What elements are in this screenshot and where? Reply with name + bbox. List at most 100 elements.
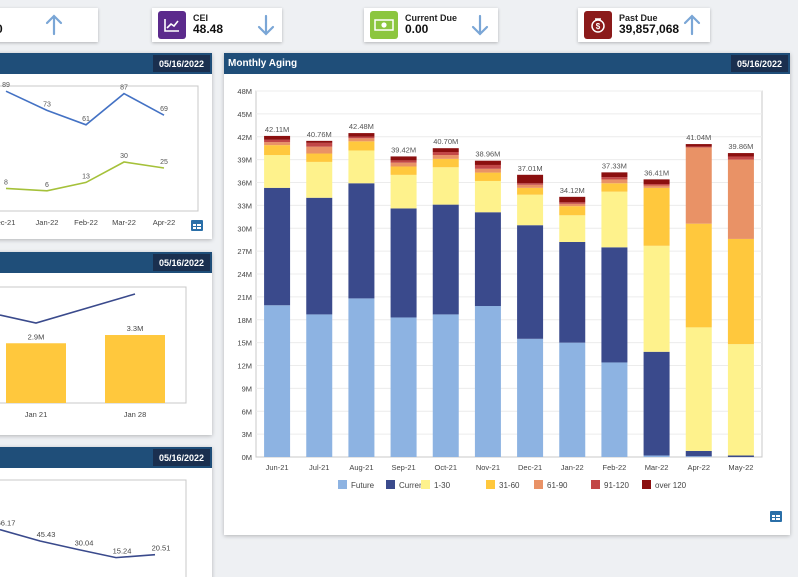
y-tick-label: 0M [242, 453, 252, 462]
kpi-card-current-due[interactable]: Current Due 0.00 [364, 8, 498, 42]
series-line [5, 161, 165, 192]
panel-header: 05/16/2022 [0, 447, 212, 468]
kpi-label: Past Due [619, 12, 658, 23]
plot-area [0, 85, 199, 212]
bar-segment [390, 317, 417, 457]
bar-segment [348, 133, 375, 137]
kpi-value: 39,857,068 [619, 22, 680, 37]
total-label: 39.42M [391, 145, 416, 154]
bar-segment [348, 141, 375, 151]
kpi-value: 48.48 [193, 22, 224, 37]
bar-segment [432, 148, 459, 152]
data-label: 89 [2, 82, 10, 89]
monthly-aging-panel: Monthly Aging 05/16/2022 0M 3M 6M 9M 12M 15M 1… [224, 53, 790, 535]
legend-swatch [642, 480, 651, 489]
bar-line-chart: 2.9M Jan 21 3.3M Jan 28 [0, 286, 187, 419]
table-view-icon[interactable] [770, 511, 782, 522]
bar-segment [348, 183, 375, 299]
bar-segment [685, 456, 712, 457]
bar-segment [432, 314, 459, 457]
total-label: 34.12M [560, 186, 585, 195]
bar-segment [601, 183, 628, 192]
kpi-card-past-due[interactable]: $ Past Due 39,857,068 [578, 8, 710, 42]
x-tick-label: Jan 28 [124, 410, 147, 419]
kpi-card-partial[interactable]: 0 [0, 8, 98, 42]
bar-segment [264, 187, 291, 306]
x-tick-label: Jan 21 [25, 410, 48, 419]
bar [6, 343, 66, 403]
bar-segment [348, 150, 375, 184]
kpi-label: Current Due [405, 12, 458, 23]
bar-segment [517, 338, 544, 457]
legend-label: over 120 [655, 481, 687, 490]
bar-segment [306, 140, 333, 143]
y-tick-label: 9M [242, 384, 252, 393]
y-tick-label: 21M [237, 293, 252, 302]
total-label: 42.48M [349, 122, 374, 131]
series-line [5, 90, 165, 126]
bar-segment [264, 145, 291, 156]
bar-segment [390, 162, 417, 167]
money-bill-icon [370, 11, 398, 39]
bar-segment [643, 455, 670, 457]
bar-segment [727, 455, 754, 457]
bar-segment [306, 142, 333, 147]
data-label: 73 [43, 101, 51, 108]
plot-area [0, 479, 187, 577]
y-tick-label: 3M [242, 430, 252, 439]
panel-title: Monthly Aging [228, 58, 298, 69]
legend-swatch [486, 480, 495, 489]
data-label: 13 [82, 173, 90, 180]
bar-segment [559, 206, 586, 216]
panel-date: 05/16/2022 [152, 55, 210, 72]
y-tick-label: 48M [237, 87, 252, 96]
bar-segment [348, 138, 375, 142]
total-label: 40.76M [307, 130, 332, 139]
bar-segment [685, 327, 712, 451]
x-tick-label: Sep-21 [391, 463, 415, 472]
bar-segment [517, 187, 544, 195]
bar-segment [306, 197, 333, 315]
left-mid-panel: 05/16/2022 2.9M Jan 21 3.3M Jan 28 [0, 252, 212, 435]
bar-segment [390, 174, 417, 209]
plot-area [0, 286, 187, 404]
y-tick-label: 42M [237, 133, 252, 142]
y-tick-label: 27M [237, 247, 252, 256]
bar-segment [264, 142, 291, 146]
bar-segment [559, 215, 586, 242]
bar-segment [601, 247, 628, 363]
data-label: 30 [120, 153, 128, 160]
bar-segment [643, 179, 670, 185]
data-label: 20.51 [152, 544, 171, 553]
line-chart-trend: 89 73 61 87 69 8 6 13 30 25 ec-21 Jan-22 Feb-22 Mar-2… [0, 82, 199, 227]
bar-segment [601, 362, 628, 457]
total-label: 37.33M [602, 161, 627, 170]
kpi-label: CEI [193, 12, 209, 23]
bar-segment [474, 172, 501, 181]
bar-segment [517, 183, 544, 185]
bar-segment [264, 139, 291, 143]
y-tick-label: 12M [237, 362, 252, 371]
total-label: 38.96M [475, 150, 500, 159]
bar-segment [432, 204, 459, 315]
total-label: 40.70M [433, 137, 458, 146]
bar-segment [348, 298, 375, 457]
kpi-card-cei[interactable]: CEI 48.48 [152, 8, 282, 42]
total-label: 37.01M [518, 164, 543, 173]
legend-swatch [421, 480, 430, 489]
bar-segment [643, 187, 670, 246]
y-tick-label: 45M [237, 110, 252, 119]
bar-segment [474, 168, 501, 173]
left-bot-panel: 05/16/2022 66.17 45.43 30.04 15.24 20.51 [0, 447, 212, 577]
bar-segment [517, 194, 544, 226]
bar-segment [685, 147, 712, 224]
data-label: 45.43 [37, 530, 56, 539]
x-tick-label: Jan-22 [561, 463, 584, 472]
data-label: 2.9M [28, 332, 45, 341]
arrow-down-icon [257, 14, 275, 36]
bar-segment [306, 153, 333, 162]
y-tick-label: 30M [237, 224, 252, 233]
table-view-icon[interactable] [191, 220, 203, 231]
bar-segment [474, 306, 501, 457]
bar-segment [601, 177, 628, 180]
